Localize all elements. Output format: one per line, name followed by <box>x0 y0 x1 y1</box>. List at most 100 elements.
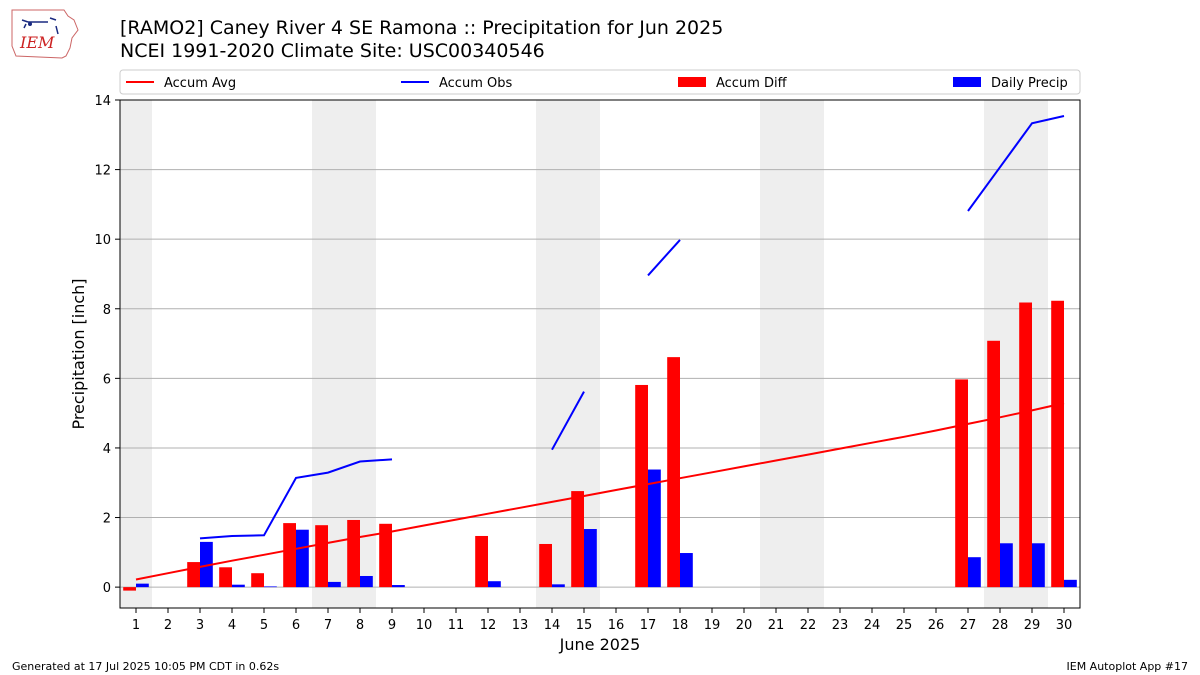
shade-band <box>760 100 792 608</box>
legend-swatch-bar <box>678 77 706 87</box>
daily-precip-bar <box>1000 543 1013 588</box>
legend-label: Daily Precip <box>991 76 1068 91</box>
daily-precip-bar <box>296 529 309 588</box>
accum-diff-bar <box>1019 302 1032 588</box>
y-tick-label: 4 <box>103 442 111 457</box>
x-tick-label: 23 <box>832 618 849 633</box>
shade-band <box>120 100 152 608</box>
x-tick-label: 28 <box>992 618 1009 633</box>
x-tick-label: 14 <box>544 618 561 633</box>
x-axis-ticks: 1 2 3 4 5 6 7 8 9 10 11 12 13 14 15 16 17 18 19 20 21 22 23 24 2… <box>132 608 1072 633</box>
x-axis-label: June 2025 <box>559 635 641 654</box>
x-tick-label: 26 <box>928 618 945 633</box>
x-tick-label: 27 <box>960 618 977 633</box>
daily-precip-bar <box>360 575 373 588</box>
x-tick-label: 30 <box>1056 618 1073 633</box>
legend-box <box>119 69 1081 95</box>
x-tick-label: 8 <box>356 618 364 633</box>
x-tick-label: 24 <box>864 618 881 633</box>
x-tick-label: 17 <box>640 618 657 633</box>
x-tick-label: 16 <box>608 618 625 633</box>
accum-diff-bar <box>283 523 296 588</box>
daily-precip-bar <box>232 584 245 588</box>
shade-band <box>792 100 824 608</box>
shade-band <box>312 100 344 608</box>
x-tick-label: 1 <box>132 618 140 633</box>
accum-diff-bar <box>571 491 584 588</box>
chart-title: [RAMO2] Caney River 4 SE Ramona :: Preci… <box>120 17 724 39</box>
x-tick-label: 25 <box>896 618 913 633</box>
x-tick-label: 7 <box>324 618 332 633</box>
x-tick-label: 21 <box>768 618 785 633</box>
accum-diff-bar <box>219 567 232 588</box>
accum-diff-bar <box>539 543 552 588</box>
daily-precip-bar <box>488 581 501 588</box>
plot-frame <box>119 99 1081 609</box>
x-tick-label: 6 <box>292 618 300 633</box>
accum-avg-line <box>135 402 1065 581</box>
logo-text: IEM <box>19 33 55 52</box>
y-axis-ticks: 0 2 4 6 8 10 12 14 <box>94 94 120 596</box>
accum-obs-line <box>199 458 393 540</box>
line-series <box>135 115 1065 581</box>
x-tick-label: 10 <box>416 618 433 633</box>
y-axis-label: Precipitation [inch] <box>69 278 88 429</box>
weekend-shading <box>120 100 1048 608</box>
legend-swatch-bar <box>953 77 981 87</box>
daily-precip-bar <box>584 529 597 588</box>
generated-timestamp: Generated at 17 Jul 2025 10:05 PM CDT in… <box>12 660 280 673</box>
daily-precip-bar <box>648 469 661 588</box>
accum-diff-bar <box>955 379 968 588</box>
x-tick-label: 5 <box>260 618 268 633</box>
x-tick-label: 3 <box>196 618 204 633</box>
bar-series <box>123 300 1077 591</box>
legend: Accum Avg Accum Obs Accum Diff Daily Precip <box>119 69 1081 95</box>
legend-label: Accum Obs <box>439 76 512 91</box>
y-tick-label: 6 <box>103 372 111 387</box>
x-tick-label: 11 <box>448 618 465 633</box>
accum-diff-bar <box>251 573 264 588</box>
y-tick-label: 2 <box>103 512 111 527</box>
daily-precip-bar <box>136 583 149 588</box>
x-tick-label: 9 <box>388 618 396 633</box>
accum-diff-bar <box>315 525 328 588</box>
x-tick-label: 12 <box>480 618 497 633</box>
daily-precip-bar <box>264 586 277 588</box>
x-tick-label: 22 <box>800 618 817 633</box>
weather-symbols <box>21 17 59 35</box>
y-tick-label: 8 <box>103 303 111 318</box>
daily-precip-bar <box>1064 579 1077 588</box>
y-tick-label: 12 <box>94 164 111 179</box>
accum-diff-bar <box>379 523 392 588</box>
daily-precip-bar <box>200 541 213 588</box>
accum-diff-bar <box>123 587 136 591</box>
accum-diff-bar <box>187 562 200 588</box>
accum-diff-bar <box>987 340 1000 588</box>
accum-diff-bar <box>475 535 488 588</box>
weather-dot <box>28 22 32 26</box>
shade-band <box>536 100 568 608</box>
accum-diff-bar <box>347 519 360 588</box>
daily-precip-bar <box>968 557 981 588</box>
daily-precip-bar <box>392 585 405 588</box>
chart-subtitle: NCEI 1991-2020 Climate Site: USC00340546 <box>120 40 545 62</box>
x-tick-label: 18 <box>672 618 689 633</box>
daily-precip-bar <box>1032 543 1045 588</box>
app-credit: IEM Autoplot App #17 <box>1066 660 1189 673</box>
y-tick-label: 14 <box>94 94 111 109</box>
x-tick-label: 2 <box>164 618 172 633</box>
x-tick-label: 13 <box>512 618 529 633</box>
x-tick-label: 19 <box>704 618 721 633</box>
x-tick-label: 20 <box>736 618 753 633</box>
x-tick-label: 4 <box>228 618 236 633</box>
x-tick-label: 15 <box>576 618 593 633</box>
daily-precip-bar <box>680 553 693 588</box>
iem-logo: IEM <box>11 9 79 59</box>
y-tick-label: 0 <box>103 581 111 596</box>
legend-label: Accum Avg <box>164 76 236 91</box>
accum-diff-bar <box>1051 300 1064 588</box>
y-tick-label: 10 <box>94 233 111 248</box>
accum-diff-bar <box>667 357 680 588</box>
accum-obs-line <box>647 239 681 277</box>
